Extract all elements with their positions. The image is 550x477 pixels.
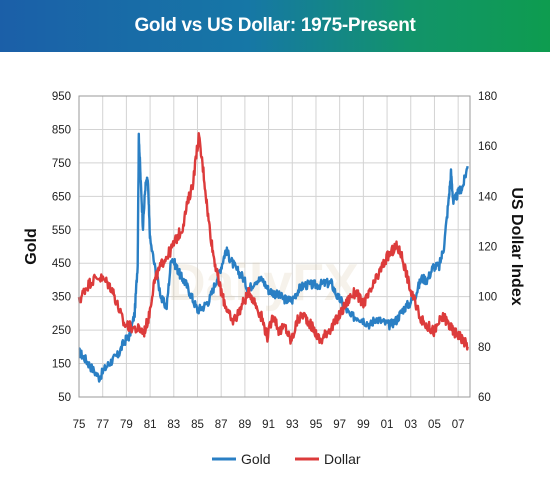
left-axis-ticks: 950 850 750 650 550 450 350 250 150 50 [52,91,71,404]
legend-label-dollar: Dollar [324,451,361,467]
left-tick-label: 950 [52,91,71,103]
x-axis-ticks: 75 77 79 81 83 85 87 89 91 93 95 97 99 01 03 05 07 [73,419,465,431]
legend-label-gold: Gold [241,451,271,467]
right-tick-label: 120 [478,242,497,254]
left-tick-label: 350 [52,292,71,304]
right-tick-label: 100 [478,292,497,304]
x-tick-label: 87 [215,419,228,431]
x-tick-label: 05 [428,419,441,431]
left-tick-label: 250 [52,325,71,337]
title-bar: Gold vs US Dollar: 1975-Present [0,0,550,52]
left-tick-label: 50 [58,392,71,404]
left-tick-label: 650 [52,191,71,203]
left-tick-label: 450 [52,258,71,270]
left-axis-title: Gold [23,228,40,264]
x-tick-label: 91 [262,419,275,431]
left-tick-label: 750 [52,158,71,170]
x-tick-label: 89 [238,419,251,431]
series-line-gold [78,132,469,383]
x-tick-label: 03 [404,419,417,431]
right-tick-label: 140 [478,191,497,203]
right-tick-label: 80 [478,342,491,354]
left-tick-label: 850 [52,124,71,136]
x-tick-label: 85 [191,419,204,431]
x-tick-label: 75 [73,419,86,431]
x-tick-label: 79 [120,419,133,431]
right-axis-ticks: 180 160 140 120 100 80 60 [478,91,497,404]
x-tick-label: 99 [357,419,370,431]
left-tick-label: 150 [52,359,71,371]
series-layer [77,132,469,383]
x-tick-label: 01 [381,419,394,431]
right-tick-label: 160 [478,141,497,153]
x-tick-label: 77 [96,419,109,431]
right-tick-label: 60 [478,392,491,404]
series-line-dollar [77,132,469,351]
plot-border [78,95,471,398]
x-tick-label: 81 [144,419,157,431]
x-tick-label: 97 [333,419,346,431]
right-axis-title: US Dollar Index [508,187,525,305]
chart-title: Gold vs US Dollar: 1975-Present [134,15,416,36]
left-tick-label: 550 [52,225,71,237]
right-tick-label: 180 [478,91,497,103]
x-tick-label: 07 [452,419,465,431]
x-tick-label: 83 [167,419,180,431]
legend: Gold Dollar [212,451,361,467]
x-tick-label: 93 [286,419,299,431]
x-tick-label: 95 [310,419,323,431]
